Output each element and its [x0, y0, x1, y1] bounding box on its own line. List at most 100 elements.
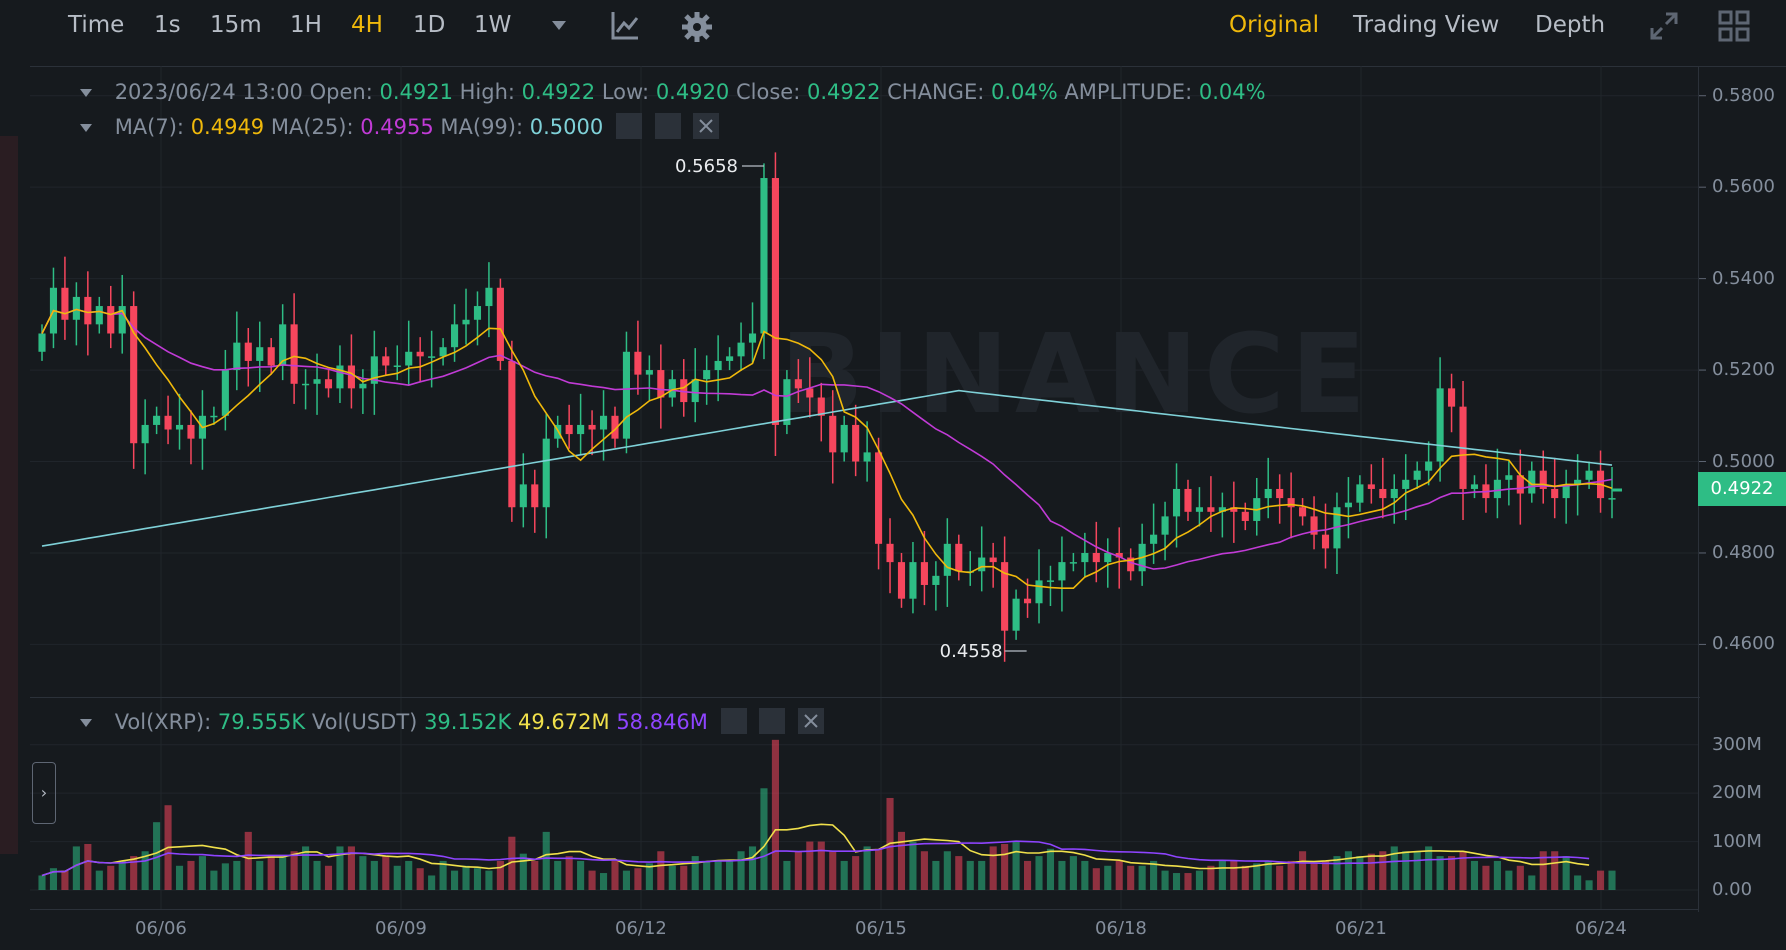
candle-body [726, 356, 734, 361]
candle-body [1218, 507, 1226, 512]
high-marker-label: 0.5658 [675, 156, 738, 177]
volume-bar [256, 860, 264, 890]
time-tick-label: 06/24 [1575, 918, 1627, 939]
candle-body [1115, 552, 1123, 558]
volume-bar [221, 863, 229, 890]
ma-close-icon[interactable] [693, 113, 720, 139]
candle-body [920, 562, 928, 585]
volume-bar [1574, 875, 1582, 890]
chart-toolbar: Time 1s 15m 1H 4H 1D 1W Original Trading… [0, 0, 1786, 56]
volume-bar [817, 841, 825, 890]
collapse-caret-icon[interactable] [80, 124, 92, 132]
volume-bar [978, 860, 986, 890]
interval-1d[interactable]: 1D [413, 12, 446, 38]
legend-close-label: Close: [735, 80, 801, 104]
candle-body [175, 424, 184, 430]
candle-body [324, 379, 333, 389]
volume-bar [737, 851, 745, 890]
candle-body [1356, 484, 1364, 503]
candle-body [336, 365, 344, 389]
candle-body [1470, 484, 1479, 489]
ma-settings-icon[interactable] [654, 113, 681, 139]
candle-body [875, 452, 883, 544]
view-trading-view[interactable]: Trading View [1353, 12, 1500, 38]
candle-body [1092, 552, 1100, 563]
interval-1w[interactable]: 1W [474, 12, 512, 38]
volume-bar [1459, 851, 1467, 890]
ma7-line [41, 308, 1613, 589]
interval-dropdown-icon[interactable] [550, 18, 568, 37]
view-depth[interactable]: Depth [1535, 12, 1606, 38]
volume-bar [1551, 851, 1559, 890]
volume-bar [634, 868, 642, 890]
collapse-caret-icon[interactable] [80, 89, 92, 97]
volume-bar [1299, 851, 1307, 890]
volume-bar [244, 831, 252, 890]
vol-xrp-label: Vol(XRP): [114, 710, 212, 734]
candle-body [1528, 470, 1536, 494]
volume-bar [943, 851, 951, 890]
price-tick-label: 0.4600 [1712, 633, 1775, 655]
settings-gear-icon[interactable] [680, 10, 714, 48]
volume-bar [565, 856, 573, 890]
moving-average-lines [41, 308, 1613, 589]
volume-bar [1505, 870, 1513, 890]
candle-body [267, 347, 275, 366]
volume-bar [1035, 856, 1043, 890]
candle-body [1551, 488, 1559, 499]
candle-body [1172, 488, 1181, 517]
volume-bar [84, 843, 92, 890]
candle-body [1608, 498, 1616, 500]
candle-body [95, 306, 103, 325]
time-tick-label: 06/21 [1335, 918, 1387, 939]
candle-body [1001, 562, 1009, 631]
candle-body [840, 424, 848, 453]
volume-bar [1012, 841, 1020, 890]
ma7-value: 0.4949 [190, 115, 265, 139]
volume-bar [1276, 865, 1284, 890]
vol-settings-icon[interactable] [759, 708, 786, 734]
volume-bar [531, 860, 539, 890]
candle-body [588, 424, 596, 430]
candle-body [1448, 388, 1456, 407]
interval-4h[interactable]: 4H [351, 12, 383, 38]
interval-1s[interactable]: 1s [154, 12, 181, 38]
volume-bar [347, 846, 355, 890]
volume-ma2-line [41, 840, 1590, 877]
candle-body [1150, 534, 1158, 544]
volume-bar [1585, 880, 1593, 890]
interval-1h[interactable]: 1H [290, 12, 322, 38]
volume-bar [691, 856, 699, 890]
volume-bar [1207, 865, 1215, 890]
extreme-markers: 0.5658 0.4558 [675, 156, 1622, 662]
candle-body [863, 452, 871, 462]
hide-eye-icon[interactable] [615, 113, 642, 139]
volume-bar [714, 860, 722, 890]
view-original[interactable]: Original [1229, 12, 1320, 38]
interval-15m[interactable]: 15m [210, 12, 262, 38]
candle-body [508, 360, 516, 508]
candle-body [737, 342, 745, 357]
volume-bar [703, 860, 711, 890]
candle-body [382, 356, 390, 366]
ma7-label: MA(7): [114, 115, 184, 139]
legend-amplitude: 0.04% [1198, 80, 1266, 104]
expand-panel-button[interactable]: › [32, 762, 56, 824]
indicator-chart-icon[interactable] [610, 8, 640, 46]
candle-body [1505, 475, 1513, 480]
price-tick-label: 0.5200 [1712, 359, 1775, 381]
collapse-caret-icon[interactable] [80, 719, 92, 727]
interval-time[interactable]: Time [68, 12, 125, 38]
time-tick-label: 06/09 [375, 918, 427, 939]
volume-bar [313, 860, 321, 890]
vol-close-icon[interactable] [797, 708, 824, 734]
layout-grid-icon[interactable] [1718, 10, 1750, 46]
watermark-logo: BINANCE [780, 310, 1366, 438]
fullscreen-icon[interactable] [1648, 10, 1680, 46]
candle-body [852, 424, 860, 462]
volume-ma-lines [41, 823, 1590, 877]
volume-bar [210, 870, 218, 890]
vol-hide-eye-icon[interactable] [720, 708, 747, 734]
volume-bar [1493, 860, 1501, 890]
